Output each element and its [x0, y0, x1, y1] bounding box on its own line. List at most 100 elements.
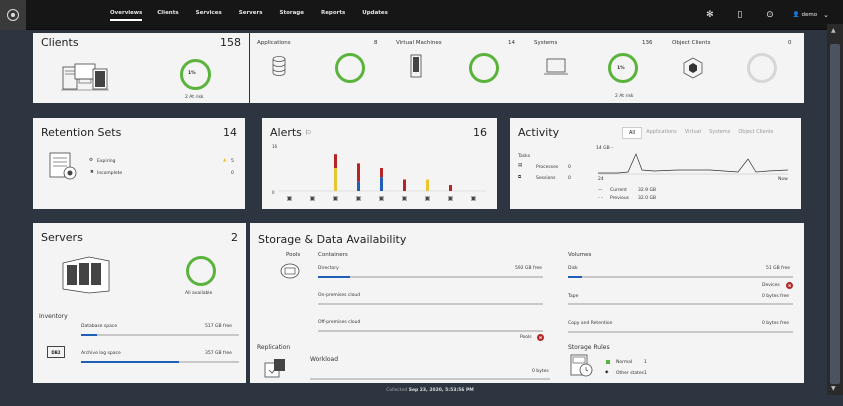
clients-risk-ring[interactable]	[180, 59, 211, 90]
activity-y-max: 14 GB –	[596, 146, 614, 151]
warning-icon: ▲	[223, 158, 227, 163]
containers-label: Containers	[318, 252, 348, 258]
servers-count: 2	[231, 231, 238, 244]
virtual-machines-ring[interactable]	[469, 53, 499, 83]
rack-icon[interactable]: ▣	[333, 195, 339, 202]
tab-servers[interactable]: Servers	[238, 10, 263, 16]
pools-footer-label: Pools	[520, 335, 532, 340]
other-states-icon: ◆	[605, 370, 609, 375]
applications-ring[interactable]	[335, 53, 365, 83]
servers-ring[interactable]	[186, 256, 216, 286]
clients-count: 158	[220, 36, 241, 49]
storage-title: Storage & Data Availability	[258, 233, 407, 246]
tape-icon[interactable]: ▣	[448, 195, 454, 202]
alerts-y-bottom: 0	[272, 190, 275, 195]
directory-bar	[318, 276, 543, 278]
replication-label: Replication	[257, 344, 291, 351]
alert-bar-segment[interactable]	[403, 179, 406, 192]
current-label: Current	[610, 188, 627, 193]
scroll-up-icon[interactable]: ▲	[831, 27, 836, 34]
inventory-label: Inventory	[39, 313, 68, 320]
tab-clients[interactable]: Clients	[157, 10, 179, 16]
hdd-icon[interactable]: ▣	[402, 195, 408, 202]
incomplete-x-icon: ✖	[90, 170, 94, 175]
tab-applications[interactable]: Applications	[646, 129, 677, 135]
logo-icon	[7, 9, 19, 21]
tab-systems[interactable]: Systems	[709, 129, 731, 135]
normal-status-icon	[606, 360, 610, 364]
clients-panel[interactable]: Clients 158 1% 2 At risk	[33, 33, 249, 103]
alert-bar-segment[interactable]	[426, 179, 429, 192]
previous-legend-icon: - -	[598, 196, 603, 201]
storage-panel[interactable]: Storage & Data Availability Pools Contai…	[250, 223, 804, 383]
systems-title[interactable]: Systems	[534, 40, 558, 46]
pools-error-icon[interactable]: ✖	[537, 334, 544, 341]
clipboard-icon[interactable]: ▯	[737, 10, 743, 20]
systems-ring[interactable]	[608, 53, 638, 83]
chevron-down-icon[interactable]: ⌄	[823, 11, 829, 19]
clients-risk-text: 2 At risk	[185, 95, 204, 100]
top-navigation-bar: Overviews Clients Services Servers Stora…	[0, 0, 843, 30]
tab-object-clients[interactable]: Object Clients	[738, 129, 774, 135]
clients-title: Clients	[41, 36, 79, 49]
tab-storage[interactable]: Storage	[279, 10, 304, 16]
tab-updates[interactable]: Updates	[362, 10, 388, 16]
disk-label: Disk	[568, 266, 578, 271]
object-clients-title[interactable]: Object Clients	[672, 40, 711, 46]
db-icon[interactable]: ▣	[379, 195, 385, 202]
disk-fill	[568, 276, 582, 278]
onprem-cloud-label: On-premises cloud	[318, 293, 361, 298]
offprem-cloud-label: Off-premises cloud	[318, 320, 361, 325]
alerts-panel[interactable]: Alerts ⚐ 16 16 0 ▣ ▣ ▣ ▣ ▣ ▣ ▣ ▣ ▣	[262, 118, 497, 209]
alerts-title: Alerts	[270, 126, 302, 139]
tab-reports[interactable]: Reports	[320, 10, 346, 16]
retention-sets-panel[interactable]: Retention Sets 14 ⚙ Expiring ▲ 5 ✖ Incom…	[33, 118, 245, 209]
database-space-label: Database space	[81, 324, 118, 329]
servers-title: Servers	[41, 231, 83, 244]
tab-overviews[interactable]: Overviews	[110, 10, 143, 21]
devices-error-icon[interactable]: ✖	[786, 282, 793, 289]
tab-all[interactable]: All	[622, 127, 643, 139]
scroll-down-icon[interactable]: ▼	[831, 385, 836, 392]
storage-rules-label: Storage Rules	[568, 344, 610, 351]
storage-icon[interactable]: ▣	[310, 195, 316, 202]
tab-services[interactable]: Services	[195, 10, 222, 16]
tape-label: Tape	[568, 294, 579, 299]
previous-value: 32.0 GB	[638, 196, 657, 201]
alert-bar-segment[interactable]	[380, 168, 383, 178]
server-icon[interactable]: ▣	[287, 195, 293, 202]
server-cabinets-icon	[62, 256, 110, 294]
client-categories-panel: Applications 8 Virtual Machines 14 Syste…	[250, 33, 804, 103]
laptop-icon[interactable]: ▣	[356, 195, 362, 202]
user-name: demo	[801, 12, 818, 18]
archive-log-label: Archive log space	[81, 351, 121, 356]
replication-icon	[264, 359, 285, 378]
settings-gear-icon[interactable]: ✻	[706, 10, 714, 20]
target-icon[interactable]: ▣	[471, 195, 477, 202]
activity-title: Activity	[518, 126, 560, 139]
app-logo[interactable]	[0, 0, 26, 30]
alert-bar-segment[interactable]	[449, 185, 452, 191]
virtual-machines-count: 14	[508, 40, 515, 46]
copy-retention-value: 0 bytes free	[762, 321, 789, 326]
current-value: 32.9 GB	[638, 188, 657, 193]
devices-label: Devices	[762, 283, 780, 288]
user-menu[interactable]: 👤 demo	[792, 12, 818, 18]
alert-bar-segment[interactable]	[334, 154, 337, 168]
alert-bar-segment[interactable]	[380, 177, 383, 191]
tab-virtual[interactable]: Virtual	[684, 129, 702, 135]
page-scrollbar[interactable]: ▲ ▼	[827, 24, 843, 395]
retention-files-icon	[49, 152, 77, 180]
alert-bar-segment[interactable]	[357, 181, 360, 191]
alert-bar-segment[interactable]	[334, 168, 337, 191]
directory-fill	[318, 276, 350, 278]
object-clients-ring[interactable]	[747, 53, 777, 83]
activity-panel[interactable]: Activity All Applications Virtual System…	[510, 118, 801, 209]
applications-title[interactable]: Applications	[257, 40, 291, 46]
servers-panel[interactable]: Servers 2 All available Inventory DB2 Da…	[33, 223, 246, 383]
virtual-machines-title[interactable]: Virtual Machines	[396, 40, 442, 46]
scroll-thumb[interactable]	[830, 44, 840, 384]
globe-icon[interactable]: ▣	[425, 195, 431, 202]
alert-bar-segment[interactable]	[357, 163, 360, 182]
help-icon[interactable]: ⊙	[766, 10, 774, 20]
